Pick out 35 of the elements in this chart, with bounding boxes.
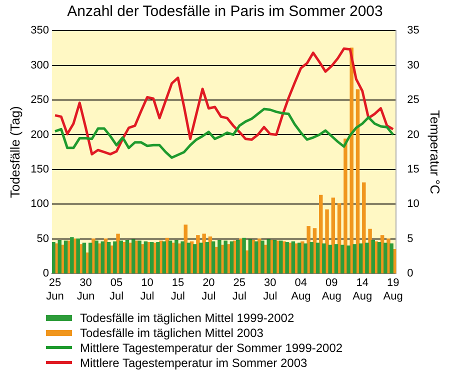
y2-tick-label: 10 [407, 198, 420, 210]
y-tick-label: 200 [30, 128, 49, 141]
y2-tick-label: 20 [407, 128, 420, 141]
x-tick-label: 15 Jul [170, 277, 185, 302]
y-tick-label: 50 [36, 232, 49, 245]
x-tick-label: 25 Jun [46, 277, 64, 302]
y-tick-label: 0 [42, 268, 49, 280]
x-tick-label: 30 Jun [76, 277, 95, 302]
x-tick-label: 14 Aug [352, 277, 372, 302]
y2-tick-label: 25 [407, 94, 420, 106]
x-tick-label: 19 Aug [383, 277, 403, 302]
y-tick-label: 100 [30, 198, 49, 210]
legend-label: Mittlere Tagestemperatur der Sommer 1999-2002 [80, 340, 343, 354]
x-tick-label: 25 Jul [232, 277, 246, 302]
chart-title: Anzahl der Todesfälle in Paris im Sommer 2003 [66, 3, 384, 21]
y-tick-label: 300 [30, 59, 49, 72]
legend-label: Mittlere Tagestemperatur im Sommer 2003 [80, 356, 308, 370]
y2-tick-label: 35 [407, 24, 420, 37]
y-tick-label: 250 [30, 94, 49, 106]
y2-tick-label: 5 [407, 232, 414, 245]
y2-tick-label: 0 [407, 268, 414, 280]
y-tick-label: 150 [30, 163, 49, 176]
y2-tick-label: 30 [407, 59, 420, 72]
y2-tick-label: 15 [407, 163, 420, 176]
x-tick-label: 10 Jul [140, 277, 154, 302]
x-tick-label: 20 Jul [202, 277, 216, 302]
x-tick-label: 05 Jul [109, 277, 124, 302]
x-tick-label: 04 Aug [291, 277, 311, 302]
y2-axis-title: Temperatur °C [428, 110, 443, 194]
y-tick-label: 350 [30, 24, 49, 37]
legend-label: Todesfälle im täglichen Mittel 1999-2002 [80, 310, 294, 324]
x-tick-label: 30 Jul [263, 277, 278, 302]
x-tick-label: 09 Aug [322, 277, 342, 302]
y-axis-title: Todesfälle (Tag) [7, 106, 22, 198]
legend-label: Todesfälle im täglichen Mittel 2003 [80, 326, 264, 340]
